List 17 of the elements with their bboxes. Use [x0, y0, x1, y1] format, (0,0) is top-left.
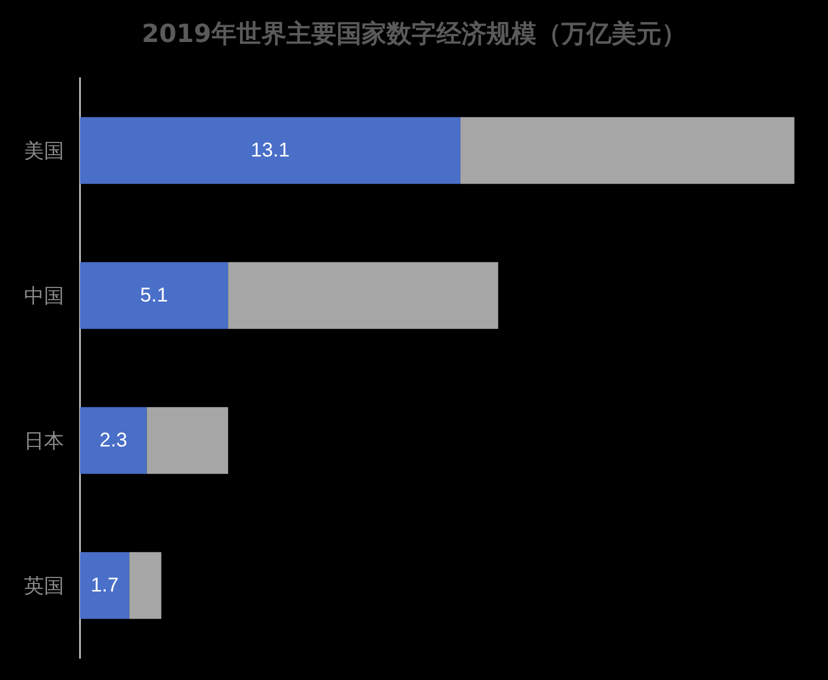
- bar: [80, 552, 130, 619]
- bar: [228, 262, 498, 329]
- bar: [146, 407, 228, 474]
- y-tick-label: 日本: [24, 428, 64, 452]
- bar: [80, 117, 460, 184]
- y-tick-label: 英国: [24, 574, 64, 598]
- bar: [129, 552, 162, 619]
- data-label: 2.3: [99, 430, 128, 452]
- y-tick-label: 中国: [24, 284, 64, 308]
- data-label: 13.1: [250, 140, 290, 162]
- y-tick-label: 美国: [24, 138, 64, 162]
- chart-title: 2019年世界主要国家数字经济规模（万亿美元）: [142, 19, 686, 48]
- bar: [80, 407, 147, 474]
- data-label: 5.1: [140, 284, 168, 306]
- bar: [460, 117, 794, 184]
- bar: [80, 262, 228, 329]
- data-label: 1.7: [90, 574, 119, 596]
